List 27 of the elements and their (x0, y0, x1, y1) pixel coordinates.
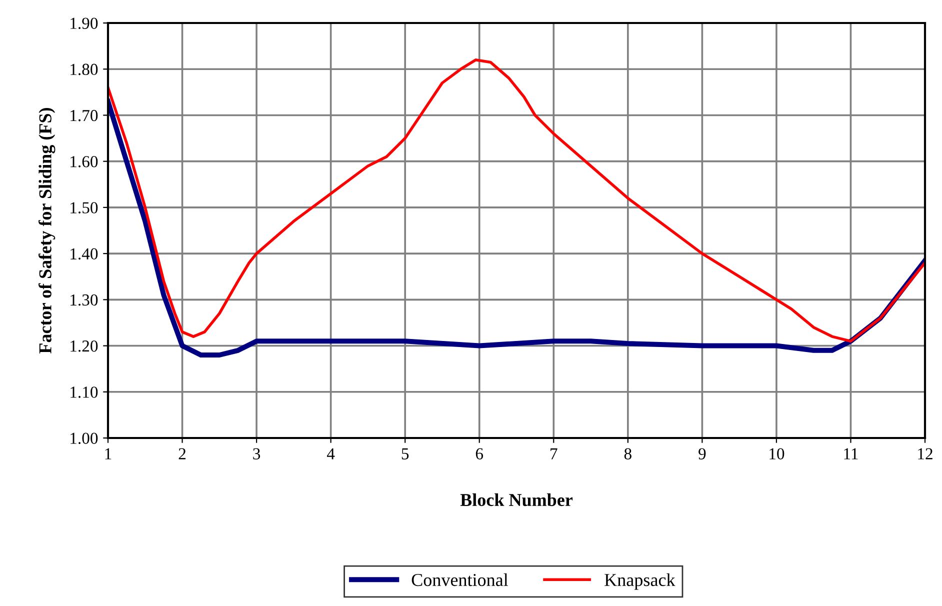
x-tick-label: 7 (550, 448, 558, 460)
x-tick-label: 2 (178, 448, 186, 460)
x-tick-label: 5 (402, 448, 409, 460)
y-axis-title: Factor of Safety for Sliding (FS) (38, 108, 56, 354)
y-tick-label: 1.90 (70, 18, 98, 30)
y-tick-label: 1.40 (70, 248, 98, 260)
x-tick-label: 8 (624, 448, 632, 460)
x-tick-label: 11 (844, 448, 858, 460)
y-tick-label: 1.30 (70, 294, 98, 306)
y-tick-label: 1.80 (70, 64, 98, 76)
y-tick-label: 1.20 (70, 340, 98, 352)
x-tick-label: 3 (253, 448, 260, 460)
x-tick-label: 9 (698, 448, 706, 460)
x-tick-label: 1 (105, 448, 112, 460)
x-tick-label: 6 (476, 448, 484, 460)
y-tick-label: 1.00 (70, 432, 98, 444)
y-tick-label: 1.70 (70, 110, 98, 122)
y-tick-label: 1.50 (70, 202, 98, 214)
legend-label: Knapsack (604, 573, 676, 590)
legend-label: Conventional (412, 573, 508, 586)
y-tick-label: 1.10 (70, 386, 98, 398)
x-tick-label: 4 (326, 448, 335, 460)
x-tick-label: 10 (770, 448, 784, 460)
x-tick-label: 12 (918, 448, 932, 460)
y-tick-label: 1.60 (70, 156, 98, 168)
line-series (108, 58, 925, 343)
x-axis-title: Block Number (460, 493, 573, 506)
